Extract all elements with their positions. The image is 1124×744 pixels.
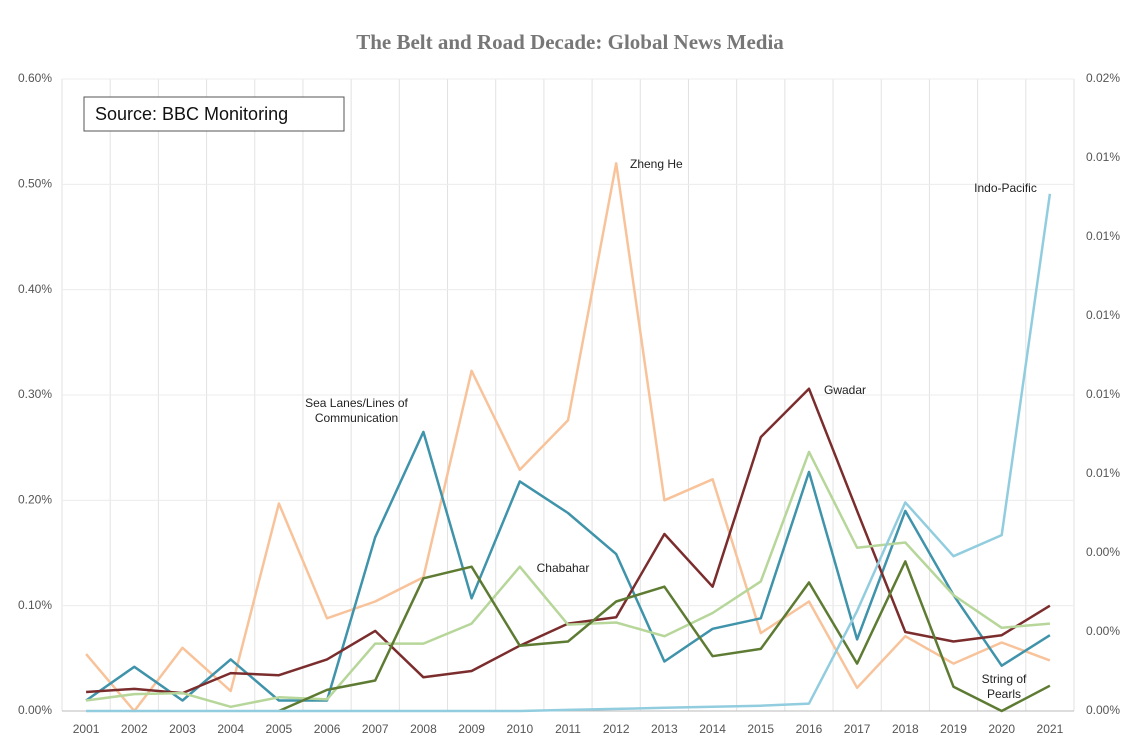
series-line xyxy=(86,387,1051,695)
y2-tick-label: 0.01% xyxy=(1086,387,1120,401)
series-line xyxy=(85,162,1051,713)
series-line xyxy=(278,560,1051,713)
x-tick-label: 2011 xyxy=(555,722,581,736)
x-tick-label: 2021 xyxy=(1037,722,1064,736)
x-tick-label: 2006 xyxy=(314,722,341,736)
series-label: String of Pearls xyxy=(981,672,1027,701)
series-line xyxy=(85,450,1051,709)
x-tick-label: 2020 xyxy=(988,722,1015,736)
y2-tick-label: 0.01% xyxy=(1086,150,1120,164)
x-tick-label: 2012 xyxy=(603,722,630,736)
y2-tick-label: 0.01% xyxy=(1086,466,1120,480)
x-tick-label: 2019 xyxy=(940,722,967,736)
y2-tick-label: 0.00% xyxy=(1086,545,1120,559)
series-label: Zheng He xyxy=(630,157,683,171)
y2-tick-label: 0.01% xyxy=(1086,229,1120,243)
x-tick-label: 2004 xyxy=(217,722,244,736)
series-label: Gwadar xyxy=(824,383,867,397)
x-tick-label: 2010 xyxy=(506,722,533,736)
x-tick-label: 2013 xyxy=(651,722,678,736)
y-tick-label: 0.50% xyxy=(18,177,52,191)
x-tick-label: 2007 xyxy=(362,722,389,736)
x-tick-label: 2018 xyxy=(892,722,919,736)
x-tick-label: 2005 xyxy=(266,722,293,736)
x-tick-label: 2016 xyxy=(796,722,823,736)
x-tick-label: 2014 xyxy=(699,722,726,736)
y-tick-label: 0.20% xyxy=(18,493,52,507)
source-label: Source: BBC Monitoring xyxy=(95,104,288,124)
chart-title: The Belt and Road Decade: Global News Me… xyxy=(356,30,784,54)
y2-tick-label: 0.02% xyxy=(1086,71,1120,85)
x-tick-label: 2009 xyxy=(458,722,485,736)
source-box xyxy=(83,96,345,132)
y-tick-label: 0.10% xyxy=(18,598,52,612)
y2-tick-label: 0.01% xyxy=(1086,308,1120,322)
series-label: Sea Lanes/Lines of Communication xyxy=(305,396,408,425)
x-tick-label: 2003 xyxy=(169,722,196,736)
series-line xyxy=(86,193,1052,713)
x-tick-label: 2008 xyxy=(410,722,437,736)
y-tick-label: 0.30% xyxy=(18,387,52,401)
series-label: Indo-Pacific xyxy=(974,181,1037,195)
x-tick-label: 2002 xyxy=(121,722,148,736)
y2-tick-label: 0.00% xyxy=(1086,703,1120,717)
y-tick-label: 0.40% xyxy=(18,282,52,296)
y-tick-label: 0.60% xyxy=(18,71,52,85)
y2-tick-label: 0.00% xyxy=(1086,624,1120,638)
y-tick-label: 0.00% xyxy=(18,703,52,717)
series-label: Chabahar xyxy=(536,561,590,575)
x-tick-label: 2017 xyxy=(844,722,871,736)
x-tick-label: 2001 xyxy=(73,722,100,736)
x-tick-label: 2015 xyxy=(747,722,774,736)
